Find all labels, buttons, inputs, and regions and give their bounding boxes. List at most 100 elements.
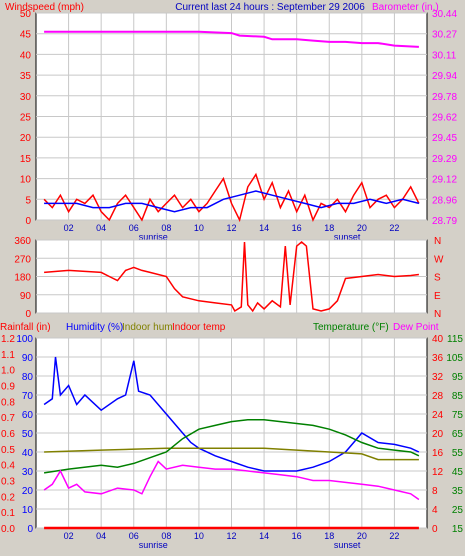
chart-period-title: Current last 24 hours : September 29 200… bbox=[175, 2, 365, 13]
barometer-tick-label: 29.45 bbox=[432, 133, 457, 144]
temperature-tick-label: 25 bbox=[452, 505, 464, 516]
humidity-tick-label: 0 bbox=[27, 524, 33, 535]
x-tick-label: 12 bbox=[226, 531, 236, 541]
indoor-temp-tick-label: 24 bbox=[432, 410, 444, 421]
temperature-tick-label: 35 bbox=[452, 486, 464, 497]
barometer-tick-label: 29.62 bbox=[432, 113, 457, 124]
degree-tick-label: 0 bbox=[25, 309, 31, 320]
humidity-tick-label: 100 bbox=[16, 334, 33, 345]
indoor-temp-tick-label: 20 bbox=[432, 429, 444, 440]
indoor-temp-tick-label: 40 bbox=[432, 334, 444, 345]
windspeed-tick-label: 25 bbox=[20, 113, 32, 124]
x-tick-label: 16 bbox=[292, 531, 302, 541]
rainfall-tick-label: 0.8 bbox=[1, 397, 15, 408]
series-dew_point bbox=[43, 460, 420, 501]
x-tick-label: 08 bbox=[161, 223, 171, 233]
series-direction bbox=[44, 241, 419, 313]
x-tick-label: 20 bbox=[357, 223, 367, 233]
humidity-tick-label: 90 bbox=[22, 353, 34, 364]
barometer-tick-label: 29.94 bbox=[432, 71, 457, 82]
humidity-tick-label: 80 bbox=[22, 372, 34, 383]
windspeed-axis-title: Windspeed (mph) bbox=[5, 2, 84, 13]
temperature-tick-label: 15 bbox=[452, 524, 464, 535]
legend-humidity: Humidity (%) bbox=[66, 322, 123, 333]
wind-direction-series bbox=[44, 241, 419, 313]
series-wind_avg bbox=[44, 190, 420, 213]
temperature-tick-label: 45 bbox=[452, 467, 464, 478]
windspeed-tick-label: 40 bbox=[20, 50, 32, 61]
rainfall-tick-label: 0.2 bbox=[1, 492, 15, 503]
x-tick-label: 04 bbox=[96, 531, 106, 541]
x-tick-label: 14 bbox=[259, 223, 269, 233]
x-tick-label: 02 bbox=[64, 223, 74, 233]
sunrise-label: sunrise bbox=[139, 232, 168, 242]
windspeed-tick-label: 10 bbox=[20, 175, 32, 186]
humidity-tick-label: 50 bbox=[22, 429, 34, 440]
legend-rainfall: Rainfall (in) bbox=[0, 322, 51, 333]
indoor-temp-tick-label: 16 bbox=[432, 448, 444, 459]
windspeed-tick-label: 30 bbox=[20, 92, 32, 103]
x-tick-label: 22 bbox=[389, 531, 399, 541]
rain-hum-temp-x-ticks: 02 04 06 08 10 12 14 16 18 20 22 sunrise sunset bbox=[64, 531, 400, 550]
degree-tick-label: 270 bbox=[14, 254, 31, 265]
barometer-tick-label: 29.29 bbox=[432, 154, 457, 165]
indoor-temp-tick-label: 12 bbox=[432, 467, 444, 478]
rainfall-tick-label: 0.6 bbox=[1, 429, 15, 440]
x-tick-label: 20 bbox=[357, 531, 367, 541]
x-tick-label: 14 bbox=[259, 531, 269, 541]
humidity-ticks: 0 10 20 30 40 50 60 70 80 90 100 bbox=[16, 334, 33, 535]
compass-tick-label: S bbox=[434, 273, 441, 284]
rainfall-tick-label: 0.9 bbox=[1, 382, 15, 393]
humidity-tick-label: 10 bbox=[22, 505, 34, 516]
sunrise-label: sunrise bbox=[139, 540, 168, 550]
windspeed-tick-label: 0 bbox=[25, 216, 31, 227]
rainfall-tick-label: 0.3 bbox=[1, 477, 15, 488]
indoor-temp-tick-label: 4 bbox=[432, 505, 438, 516]
wind-baro-x-ticks: 02 04 06 08 10 12 14 16 18 20 22 sunrise sunset bbox=[64, 223, 400, 242]
x-tick-label: 22 bbox=[389, 223, 399, 233]
series-humidity bbox=[43, 356, 420, 472]
rainfall-tick-label: 1.1 bbox=[1, 350, 15, 361]
barometer-tick-label: 30.44 bbox=[432, 9, 457, 20]
x-tick-label: 12 bbox=[226, 223, 236, 233]
rainfall-tick-label: 0.1 bbox=[1, 508, 15, 519]
x-tick-label: 04 bbox=[96, 223, 106, 233]
compass-tick-label: E bbox=[434, 291, 441, 302]
rainfall-tick-label: 0.0 bbox=[1, 524, 15, 535]
windspeed-ticks: 0 5 10 15 20 25 30 35 40 45 50 bbox=[20, 9, 32, 227]
windspeed-tick-label: 5 bbox=[25, 195, 31, 206]
series-barometer bbox=[44, 30, 419, 48]
temperature-tick-label: 75 bbox=[452, 410, 464, 421]
indoor-temp-tick-label: 28 bbox=[432, 391, 444, 402]
barometer-tick-label: 30.11 bbox=[432, 50, 457, 61]
wind-direction-degree-ticks: 0 90 180 270 360 bbox=[14, 236, 31, 320]
degree-tick-label: 360 bbox=[14, 236, 31, 247]
x-tick-label: 06 bbox=[129, 531, 139, 541]
barometer-tick-label: 29.78 bbox=[432, 92, 457, 103]
legend-indoor-temp: Indoor temp bbox=[172, 322, 226, 333]
temperature-tick-label: 95 bbox=[452, 372, 464, 383]
indoor-temp-tick-label: 8 bbox=[432, 486, 438, 497]
indoor-temp-tick-label: 0 bbox=[432, 524, 438, 535]
barometer-axis-title: Barometer (in.) bbox=[372, 2, 439, 13]
series-indoor_hum bbox=[44, 447, 419, 461]
temperature-tick-label: 65 bbox=[452, 429, 464, 440]
temperature-tick-label: 55 bbox=[452, 448, 464, 459]
x-tick-label: 10 bbox=[194, 531, 204, 541]
rainfall-tick-label: 0.4 bbox=[1, 461, 15, 472]
compass-tick-label: W bbox=[434, 254, 444, 265]
barometer-ticks: 28.79 28.96 29.12 29.29 29.45 29.62 29.78 29.94… bbox=[432, 9, 457, 227]
x-tick-label: 08 bbox=[161, 531, 171, 541]
humidity-tick-label: 40 bbox=[22, 448, 34, 459]
x-tick-label: 16 bbox=[292, 223, 302, 233]
humidity-tick-label: 20 bbox=[22, 486, 34, 497]
temperature-tick-label: 115 bbox=[447, 334, 463, 345]
sunset-label: sunset bbox=[334, 232, 361, 242]
rainfall-ticks: 0.0 0.1 0.2 0.3 0.4 0.5 0.6 0.7 0.8 0.9 1.0 1.1 1.2 bbox=[1, 334, 15, 535]
windspeed-tick-label: 35 bbox=[20, 71, 32, 82]
barometer-tick-label: 29.12 bbox=[432, 175, 457, 186]
rainfall-tick-label: 1.0 bbox=[1, 366, 15, 377]
rainfall-tick-label: 0.7 bbox=[1, 413, 15, 424]
series-temperature bbox=[43, 418, 420, 474]
